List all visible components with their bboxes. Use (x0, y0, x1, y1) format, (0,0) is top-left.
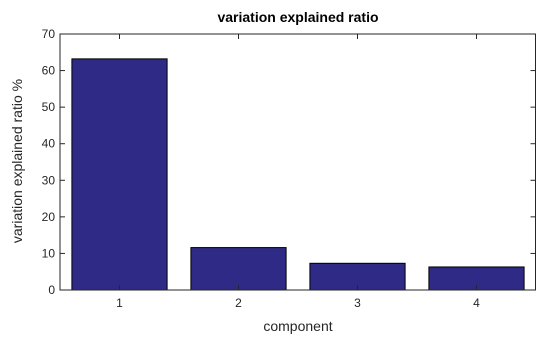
y-tick-label: 20 (42, 210, 56, 224)
bar-component-2 (190, 247, 287, 291)
y-tick-label: 40 (42, 137, 56, 151)
x-tick-label: 2 (235, 296, 242, 310)
y-axis-label: variation explained ratio % (9, 79, 25, 243)
y-tick-label: 10 (42, 246, 56, 260)
y-tick-label: 50 (42, 100, 56, 114)
y-tick-label: 60 (42, 64, 56, 78)
x-tick-label: 1 (116, 296, 123, 310)
x-tick-label: 4 (473, 296, 480, 310)
chart-title: variation explained ratio (217, 9, 378, 25)
bar-component-1 (71, 58, 168, 291)
bars-group (71, 58, 525, 291)
y-tick-label: 70 (42, 27, 56, 41)
x-tick-label: 3 (354, 296, 361, 310)
x-axis-label: component (263, 318, 332, 334)
y-ticks-group: 0 10 20 30 40 50 60 70 (42, 27, 536, 297)
x-ticks-group: 1 2 3 4 (116, 34, 480, 310)
y-tick-label: 0 (48, 283, 55, 297)
y-tick-label: 30 (42, 173, 56, 187)
